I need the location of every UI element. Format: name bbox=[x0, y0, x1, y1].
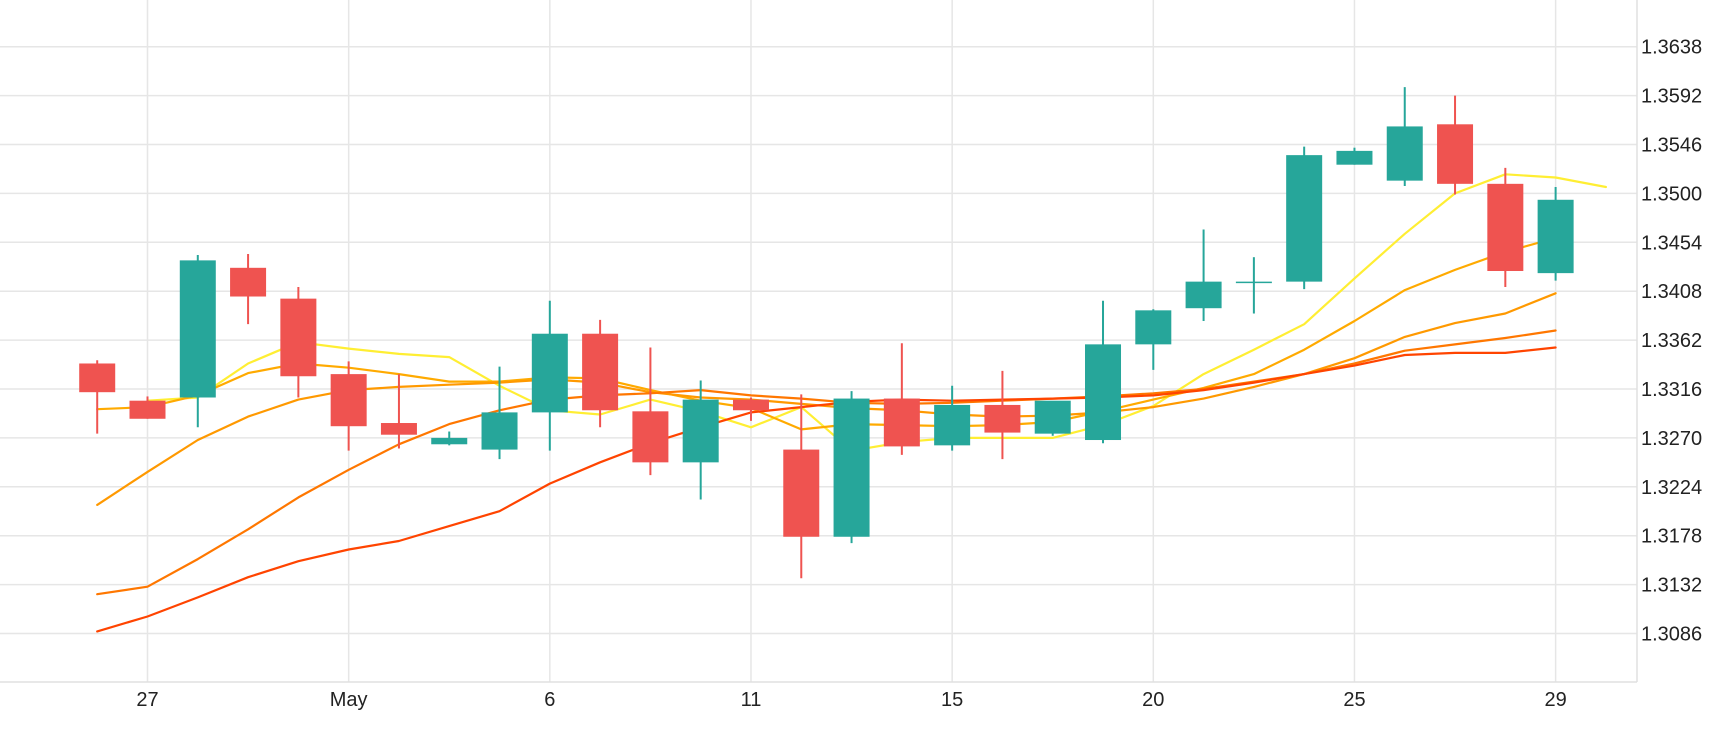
candle-body bbox=[179, 260, 216, 398]
candle bbox=[1537, 187, 1574, 281]
candle bbox=[883, 343, 920, 455]
y-tick-label: 1.3546 bbox=[1641, 135, 1702, 157]
y-tick-label: 1.3408 bbox=[1641, 281, 1702, 303]
y-tick-label: 1.3270 bbox=[1641, 428, 1702, 450]
x-tick-label: 27 bbox=[136, 689, 158, 711]
candle-body bbox=[481, 412, 518, 450]
gridlines bbox=[0, 0, 1637, 682]
candle-body bbox=[79, 363, 116, 393]
candle bbox=[1034, 400, 1071, 436]
candle bbox=[1487, 167, 1524, 287]
candle-body bbox=[1085, 344, 1122, 441]
candle-body bbox=[984, 404, 1021, 433]
candle-body bbox=[1034, 400, 1071, 434]
candle-body bbox=[1286, 155, 1323, 282]
candle-body bbox=[682, 399, 719, 463]
moving-average-line-2 bbox=[96, 236, 1557, 431]
moving-average-line-1 bbox=[146, 173, 1608, 452]
candle bbox=[1085, 300, 1122, 444]
x-tick-label: 15 bbox=[941, 689, 963, 711]
candle bbox=[783, 394, 820, 579]
candle-body bbox=[380, 423, 417, 435]
candle bbox=[330, 361, 367, 451]
candle-body bbox=[330, 374, 367, 427]
candle-body bbox=[1185, 281, 1222, 309]
candle bbox=[582, 319, 619, 428]
x-tick-label: 25 bbox=[1343, 689, 1365, 711]
candle bbox=[934, 385, 971, 451]
axes: 1.3086 1.3132 1.3178 1.3224 1.3270 1.3316 1.33… bbox=[0, 0, 1702, 711]
candle-body bbox=[1135, 310, 1172, 345]
candle-body bbox=[1487, 183, 1524, 272]
candle-body bbox=[431, 437, 468, 445]
candle bbox=[732, 397, 769, 421]
candle bbox=[833, 391, 870, 544]
candle-body bbox=[230, 267, 267, 297]
candle-body bbox=[883, 398, 920, 447]
candle bbox=[1235, 257, 1272, 314]
moving-average-line-5 bbox=[96, 346, 1557, 633]
y-tick-label: 1.3132 bbox=[1641, 575, 1702, 597]
candle-body bbox=[632, 411, 669, 463]
y-tick-label: 1.3362 bbox=[1641, 330, 1702, 352]
candle bbox=[179, 255, 216, 428]
candle-body bbox=[1336, 150, 1373, 165]
candle-body bbox=[934, 404, 971, 446]
y-tick-label: 1.3086 bbox=[1641, 624, 1702, 646]
candle bbox=[1286, 146, 1323, 290]
y-tick-label: 1.3592 bbox=[1641, 86, 1702, 108]
candle-body bbox=[129, 400, 166, 419]
candle bbox=[682, 380, 719, 500]
candle bbox=[1437, 95, 1474, 195]
y-tick-label: 1.3224 bbox=[1641, 477, 1702, 499]
candle bbox=[1336, 147, 1373, 165]
candle bbox=[984, 370, 1021, 460]
candle bbox=[632, 347, 669, 476]
candle-body bbox=[1537, 199, 1574, 274]
candle-body bbox=[1437, 124, 1474, 184]
candle-body bbox=[833, 398, 870, 537]
candle-body bbox=[531, 333, 568, 413]
candle-body bbox=[1235, 281, 1272, 284]
candle bbox=[1386, 87, 1423, 186]
candle-body bbox=[783, 449, 820, 537]
y-tick-label: 1.3638 bbox=[1641, 37, 1702, 59]
candle bbox=[230, 253, 267, 325]
candle bbox=[1135, 309, 1172, 370]
candle-body bbox=[732, 399, 769, 411]
x-tick-label: 20 bbox=[1142, 689, 1164, 711]
candle bbox=[280, 286, 317, 398]
candles bbox=[79, 87, 1574, 579]
candle-body bbox=[1386, 126, 1423, 181]
x-tick-label: 29 bbox=[1544, 689, 1566, 711]
y-tick-label: 1.3500 bbox=[1641, 183, 1702, 205]
x-tick-label: May bbox=[330, 689, 368, 711]
y-tick-label: 1.3316 bbox=[1641, 379, 1702, 401]
x-tick-label: 11 bbox=[741, 689, 762, 711]
x-tick-label: 6 bbox=[544, 689, 555, 711]
candle bbox=[129, 396, 166, 419]
y-tick-label: 1.3454 bbox=[1641, 232, 1702, 254]
y-tick-label: 1.3178 bbox=[1641, 526, 1702, 548]
candle-body bbox=[582, 333, 619, 411]
candle bbox=[481, 366, 518, 460]
candle-body bbox=[280, 298, 317, 377]
candle bbox=[431, 431, 468, 446]
candle bbox=[380, 374, 417, 449]
candle bbox=[1185, 229, 1222, 321]
candle bbox=[531, 300, 568, 451]
candle bbox=[79, 360, 116, 434]
